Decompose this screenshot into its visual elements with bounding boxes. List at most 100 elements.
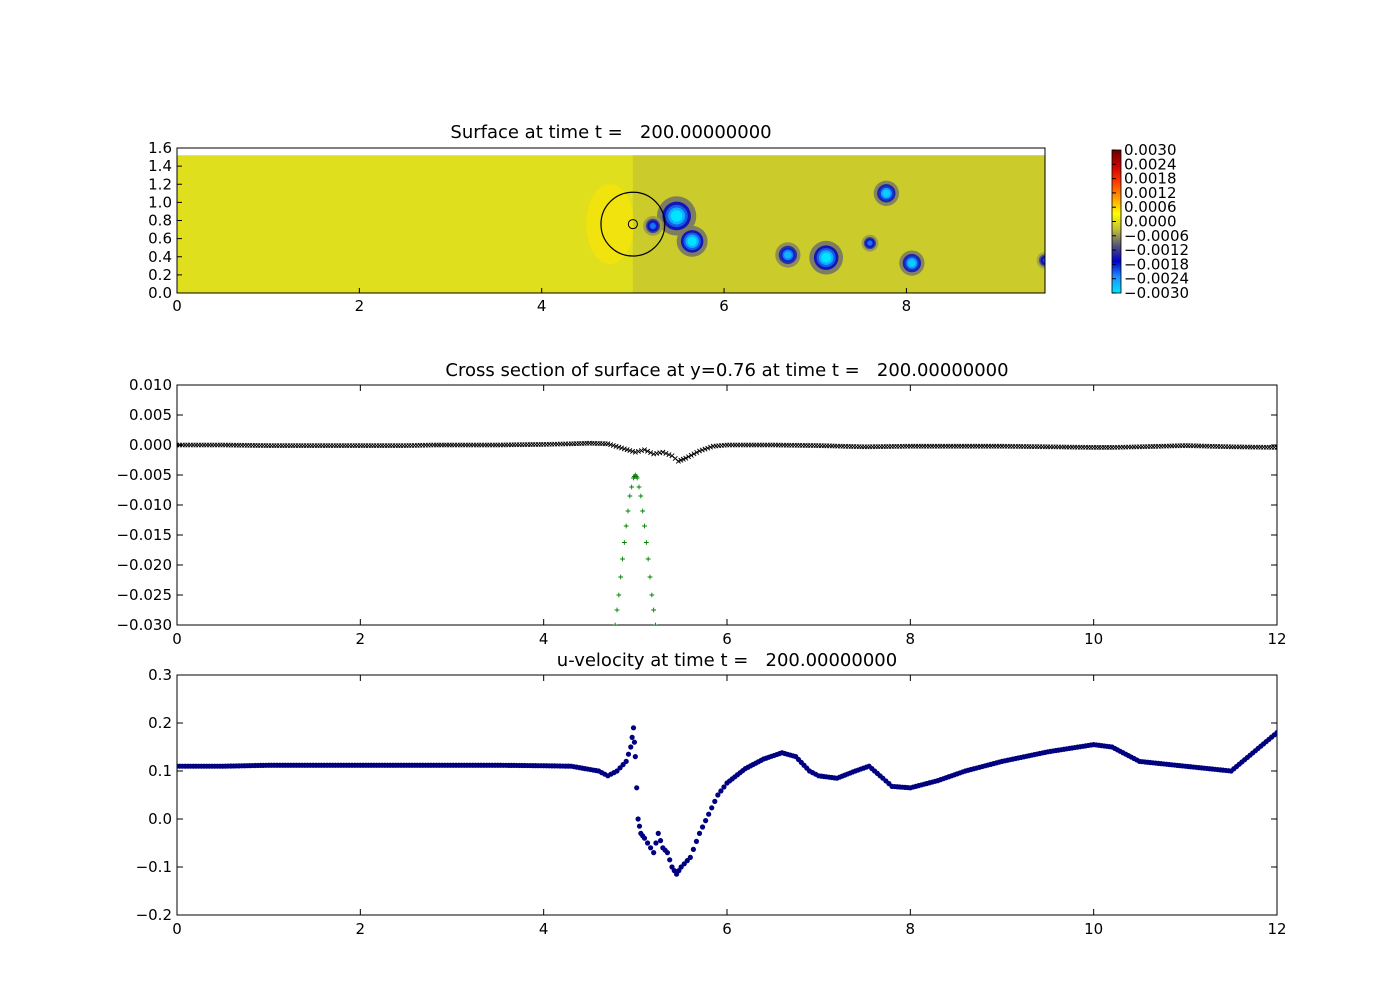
cross-section-xtick-label: 12 [1267,630,1286,648]
heat-ytick-label: 0.2 [148,266,172,284]
u-velocity-xtick-label: 2 [356,920,366,938]
cross-section-x-point [638,448,644,454]
cross-section-x-point [666,452,672,458]
colorbar-tick-label: 0.0030 [1124,141,1177,159]
heat-ytick-label: 0.8 [148,212,172,230]
cross-section-x-point [613,443,619,449]
heatmap-axis-ticks: 0 2 4 6 8 0.00.20.40.60.81.01.21.41.6 [148,139,911,315]
cross-section-frame [176,384,1278,626]
u-velocity-frame [176,674,1278,916]
cross-section-x-point [707,444,714,450]
u-velocity-point [623,758,629,765]
cross-section-x-point [627,448,633,454]
cross-section-xtick-label: 10 [1084,630,1103,648]
colorbar-tick-label: −0.0006 [1124,227,1189,245]
u-velocity-xtick-label: 12 [1267,920,1286,938]
u-velocity-point [632,754,638,760]
u-velocity-marks [177,725,1277,877]
cross-section-x-point [641,447,648,453]
u-velocity-point [629,734,635,741]
cross-section-x-point [683,455,689,461]
heat-xtick-label: 6 [719,297,729,315]
heatmap-wake-region [632,155,1045,293]
cross-section-plus-point [638,493,644,499]
vortex-4-ring-4 [821,252,832,263]
cross-section-plus-point [645,556,651,562]
heat-xtick-label: 4 [537,297,547,315]
u-velocity-ytick-label: 0.1 [148,762,172,780]
cross-section-plus-point [614,607,620,613]
colorbar-tick-label: −0.0030 [1124,284,1189,302]
obstacle-core [627,219,638,230]
cross-section-plus-point [629,484,635,490]
cross-section-ytick-label: −0.030 [116,616,172,634]
surface-heatmap-title: Surface at time t = 200.00000000 [450,122,771,143]
u-velocity-point [690,846,696,853]
cross-section-plus-point [649,592,655,598]
cross-section-x-point [632,449,638,455]
vortex-3-ring-4 [784,251,792,259]
u-velocity-point [653,840,659,846]
cross-section-plus-point [643,540,649,545]
colorbar-tick-label: −0.0024 [1124,270,1189,288]
u-velocity-point [634,785,640,791]
u-velocity-point [628,744,634,750]
cross-section-plus-point [612,622,618,625]
u-velocity-panel: u-velocity at time t = 200.00000000 0 2 4 6… [136,650,1287,938]
cross-section-x-point [621,446,627,452]
u-velocity-ytick-label: 0.3 [148,666,172,684]
u-velocity-point [635,816,641,822]
cross-section-panel: Cross section of surface at y=0.76 at ti… [116,360,1286,648]
cross-section-x-point [648,450,654,456]
cross-section-x-point [660,449,666,455]
u-velocity-ytick-label: −0.2 [136,906,172,924]
u-velocity-point [630,725,637,731]
heat-xtick-label: 2 [355,297,365,315]
colorbar-tick-label: 0.0024 [1124,155,1177,173]
cross-section-plus-point [621,540,627,545]
heat-ytick-label: 0.0 [148,284,172,302]
heat-xtick-label: 8 [902,297,912,315]
vortex-2-ring-4 [650,223,656,229]
cross-section-plus-point [640,508,646,514]
u-velocity-point [651,850,657,856]
colorbar-ticks: 0.00300.00240.00180.00120.00060.0000−0.0… [1112,141,1189,302]
cross-section-x-point [688,452,694,458]
cross-section-plus-point [620,556,625,562]
cross-section-x-point [630,448,636,454]
cross-section-x-point [699,447,705,453]
u-velocity-point [715,792,721,798]
vortex-7-ring-4 [908,259,916,267]
colorbar-tick-label: 0.0000 [1124,213,1177,231]
colorbar-tick-label: −0.0018 [1124,255,1189,273]
heat-xtick-label: 0 [172,297,182,315]
u-velocity-point [657,838,664,844]
u-velocity-point [644,840,651,846]
heat-ytick-label: 1.4 [148,157,172,175]
cross-section-x-point [694,449,700,455]
cross-section-x-point [605,441,611,447]
u-velocity-point [1274,730,1277,736]
obstacle-outline [600,191,666,257]
cross-section-xtick-label: 0 [172,630,182,648]
heat-ytick-label: 1.0 [148,193,172,211]
cross-section-x-point [624,447,630,453]
cross-section-x-point [619,445,625,451]
u-velocity-point [631,739,638,745]
u-velocity-axis-ticks: 0 2 4 6 8 10 12 0.3 0.2 0.1 0.0 −0.1 −0.2 [136,666,1287,938]
u-velocity-ytick-label: −0.1 [136,858,172,876]
cross-section-x-point [702,446,708,452]
u-velocity-point [664,850,671,856]
cross-section-plus-point [618,574,624,580]
vortex-6-ring-4 [882,189,891,198]
u-velocity-point [693,838,700,845]
cross-section-xtick-label: 4 [539,630,549,648]
u-velocity-point [641,835,648,841]
cross-section-plus-point [616,592,622,598]
heat-ytick-label: 1.2 [148,175,172,193]
u-velocity-point [699,824,706,830]
cross-section-plus-point [653,622,658,625]
cross-section-ytick-label: −0.015 [116,526,172,544]
cross-section-ytick-label: −0.010 [116,496,172,514]
cross-section-x-point [685,454,692,460]
